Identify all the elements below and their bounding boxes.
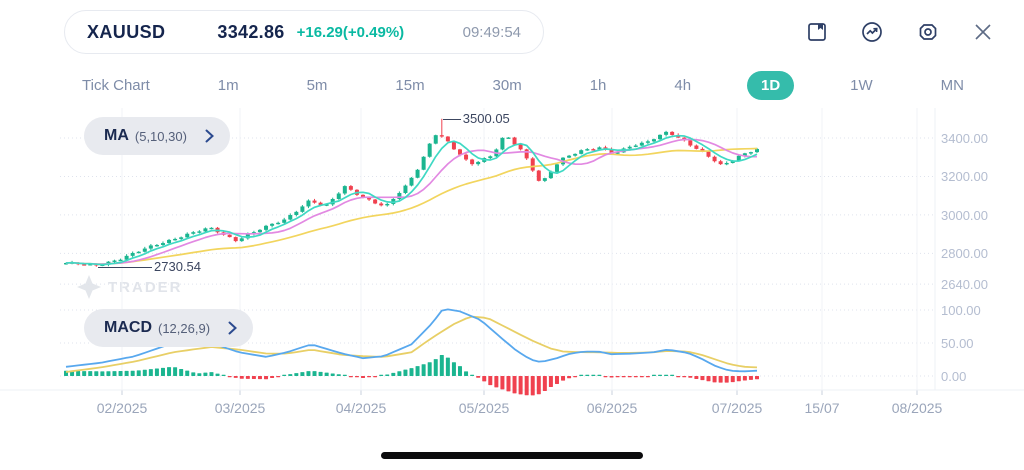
tab-1w[interactable]: 1W bbox=[838, 73, 885, 98]
ma-indicator-params: (5,10,30) bbox=[134, 128, 187, 144]
tab-30m[interactable]: 30m bbox=[481, 73, 534, 98]
time-axis-label: 04/2025 bbox=[335, 400, 387, 416]
watermark: TRADER bbox=[76, 274, 183, 300]
tab-4h[interactable]: 4h bbox=[662, 73, 703, 98]
high-annotation-label: 3500.05 bbox=[462, 110, 510, 126]
tab-tick-chart[interactable]: Tick Chart bbox=[70, 73, 162, 98]
macd-axis-label: 0.00 bbox=[941, 369, 967, 384]
tab-1h[interactable]: 1h bbox=[578, 73, 619, 98]
time-axis-label: 08/2025 bbox=[891, 400, 943, 416]
symbol-label: XAUUSD bbox=[87, 21, 166, 42]
chevron-right-icon bbox=[205, 129, 214, 143]
time-axis-label: 02/2025 bbox=[96, 400, 148, 416]
timeframe-tabs: Tick Chart 1m 5m 15m 30m 1h 4h 1D 1W MN bbox=[0, 68, 1024, 102]
quote-time: 09:49:54 bbox=[462, 23, 521, 41]
chart-line-icon[interactable] bbox=[859, 19, 885, 45]
tab-1d[interactable]: 1D bbox=[747, 70, 795, 100]
time-axis-label: 15/07 bbox=[804, 400, 840, 416]
ma-indicator-button[interactable]: MA (5,10,30) bbox=[84, 117, 230, 155]
watermark-text: TRADER bbox=[108, 278, 183, 296]
tab-1m[interactable]: 1m bbox=[206, 73, 251, 98]
macd-indicator-button[interactable]: MACD (12,26,9) bbox=[84, 309, 254, 347]
close-icon[interactable] bbox=[970, 19, 996, 45]
price-axis-label: 3200.00 bbox=[941, 169, 988, 185]
macd-axis-label: 100.00 bbox=[941, 303, 981, 318]
settings-icon[interactable] bbox=[915, 19, 941, 45]
ma-indicator-name: MA bbox=[104, 127, 129, 144]
macd-indicator-params: (12,26,9) bbox=[158, 320, 211, 336]
low-annotation-label: 2730.54 bbox=[154, 258, 201, 274]
time-axis-label: 03/2025 bbox=[214, 400, 266, 416]
time-axis-label: 07/2025 bbox=[711, 400, 763, 416]
watermark-logo-icon bbox=[77, 275, 101, 299]
high-annotation-line bbox=[442, 118, 461, 120]
chevron-right-icon bbox=[228, 321, 238, 335]
price-axis-label: 2640.00 bbox=[941, 277, 988, 293]
macd-indicator-name: MACD bbox=[104, 319, 152, 336]
price-axis-label: 3400.00 bbox=[941, 131, 988, 146]
quote-header: XAUUSD 3342.86 +16.29(+0.49%) 09:49:54 bbox=[64, 10, 544, 54]
home-indicator-bar[interactable] bbox=[381, 452, 643, 459]
header-toolbar bbox=[804, 16, 996, 48]
save-icon[interactable] bbox=[804, 19, 830, 45]
last-price: 3342.86 bbox=[217, 21, 285, 42]
time-axis-label: 05/2025 bbox=[458, 400, 510, 416]
price-change: +16.29(+0.49%) bbox=[296, 23, 405, 41]
time-axis-label: 06/2025 bbox=[586, 400, 638, 416]
price-axis-label: 3000.00 bbox=[941, 207, 988, 223]
low-annotation-line bbox=[98, 266, 152, 268]
macd-axis-label: 50.00 bbox=[941, 336, 974, 351]
price-axis-label: 2800.00 bbox=[941, 246, 988, 262]
tab-mn[interactable]: MN bbox=[929, 73, 976, 98]
tab-15m[interactable]: 15m bbox=[383, 73, 436, 98]
tab-5m[interactable]: 5m bbox=[295, 73, 340, 98]
